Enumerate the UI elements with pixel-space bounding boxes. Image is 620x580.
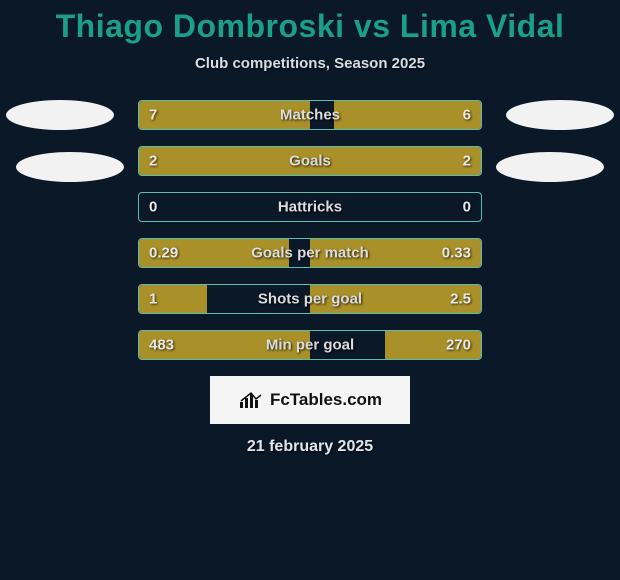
stat-row: 12.5Shots per goal bbox=[138, 284, 482, 314]
brand-badge: FcTables.com bbox=[210, 376, 410, 424]
stat-label: Min per goal bbox=[139, 337, 481, 354]
stat-label: Goals per match bbox=[139, 245, 481, 262]
player-left-avatar-1 bbox=[6, 100, 114, 130]
stat-label: Hattricks bbox=[139, 199, 481, 216]
comparison-stage: 76Matches 22Goals 00Hattricks 0.290.33Goals… bbox=[0, 100, 620, 360]
stat-row: 00Hattricks bbox=[138, 192, 482, 222]
date-text: 21 february 2025 bbox=[0, 438, 620, 456]
player-left-avatar-2 bbox=[16, 152, 124, 182]
stat-row: 76Matches bbox=[138, 100, 482, 130]
stat-row: 483270Min per goal bbox=[138, 330, 482, 360]
stat-row: 22Goals bbox=[138, 146, 482, 176]
page-title: Thiago Dombroski vs Lima Vidal bbox=[0, 0, 620, 45]
stat-bars: 76Matches 22Goals 00Hattricks 0.290.33Goals… bbox=[138, 100, 482, 360]
brand-text: FcTables.com bbox=[270, 390, 382, 410]
stat-label: Matches bbox=[139, 107, 481, 124]
page-subtitle: Club competitions, Season 2025 bbox=[0, 55, 620, 72]
player-right-avatar-1 bbox=[506, 100, 614, 130]
stat-label: Shots per goal bbox=[139, 291, 481, 308]
brand-chart-icon bbox=[238, 390, 264, 410]
player-right-avatar-2 bbox=[496, 152, 604, 182]
stat-label: Goals bbox=[139, 153, 481, 170]
stat-row: 0.290.33Goals per match bbox=[138, 238, 482, 268]
